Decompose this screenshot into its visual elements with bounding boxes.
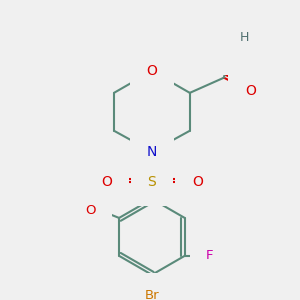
Text: F: F [206,249,213,262]
Text: O: O [101,175,112,189]
Text: O: O [85,204,96,217]
Text: O: O [245,84,256,98]
Text: S: S [148,175,156,189]
Text: O: O [192,175,203,189]
Text: H: H [240,32,249,44]
Text: O: O [146,64,157,78]
Text: Br: Br [145,289,159,300]
Text: N: N [147,145,157,159]
Text: O: O [224,44,235,58]
